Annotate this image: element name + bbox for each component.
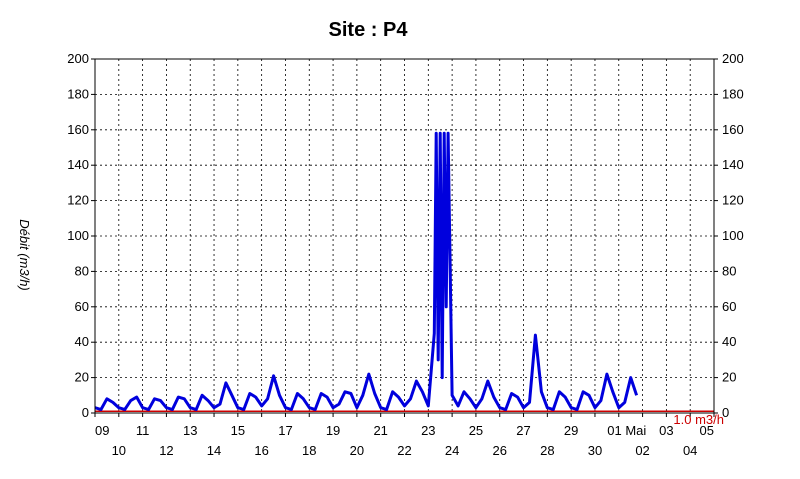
y-ticks-left: 0 20 40 60 80 100 120 140 160 180 200 xyxy=(67,51,95,420)
x-tick-label-lower: 24 xyxy=(445,443,459,458)
grid xyxy=(95,59,714,413)
y-axis-label: Débit (m3/h) xyxy=(17,219,32,291)
x-tick-label-upper: 27 xyxy=(516,423,530,438)
x-tick-label-upper: 05 xyxy=(700,423,714,438)
y-tick-label-left: 140 xyxy=(67,157,89,172)
series-line xyxy=(94,131,639,411)
y-tick-label-left: 180 xyxy=(67,86,89,101)
x-tick-label-lower: 10 xyxy=(112,443,126,458)
x-tick-label-upper: 15 xyxy=(231,423,245,438)
y-tick-label-right: 200 xyxy=(722,51,744,66)
x-tick-label-upper: 11 xyxy=(136,423,150,438)
y-tick-label-left: 60 xyxy=(75,299,89,314)
y-tick-label-right: 100 xyxy=(722,228,744,243)
x-tick-label-upper: 23 xyxy=(421,423,435,438)
x-tick-label-upper: 19 xyxy=(326,423,340,438)
series-layer xyxy=(94,131,639,411)
x-tick-label-upper: 01 Mai xyxy=(607,423,646,438)
x-tick-label-lower: 20 xyxy=(350,443,364,458)
x-tick-label-lower: 18 xyxy=(302,443,316,458)
y-tick-label-left: 20 xyxy=(75,370,89,385)
x-tick-label-lower: 28 xyxy=(540,443,554,458)
x-tick-label-upper: 03 xyxy=(659,423,673,438)
y-tick-label-right: 160 xyxy=(722,122,744,137)
y-tick-label-left: 0 xyxy=(82,405,89,420)
x-tick-label-lower: 04 xyxy=(683,443,697,458)
y-tick-label-right: 0 xyxy=(722,405,729,420)
x-tick-label-lower: 22 xyxy=(397,443,411,458)
threshold-label: 1.0 m3/h xyxy=(673,412,724,427)
x-tick-label-lower: 14 xyxy=(207,443,221,458)
chart-title: Site : P4 xyxy=(329,19,409,41)
x-tick-label-upper: 17 xyxy=(278,423,292,438)
y-tick-label-left: 40 xyxy=(75,334,89,349)
y-tick-label-right: 120 xyxy=(722,193,744,208)
x-ticks: 09 11 13 15 17 19 21 23 25 27 29 01 Mai 03 05 10 12 14 16… xyxy=(94,413,715,458)
x-tick-label-lower: 16 xyxy=(254,443,268,458)
y-tick-label-right: 60 xyxy=(722,299,736,314)
x-tick-label-upper: 25 xyxy=(469,423,483,438)
y-tick-label-right: 140 xyxy=(722,157,744,172)
y-tick-label-right: 20 xyxy=(722,370,736,385)
y-tick-label-right: 180 xyxy=(722,86,744,101)
x-tick-label-lower: 12 xyxy=(159,443,173,458)
x-tick-label-upper: 09 xyxy=(95,423,109,438)
x-tick-label-upper: 21 xyxy=(373,423,387,438)
y-tick-label-left: 160 xyxy=(67,122,89,137)
y-tick-label-left: 80 xyxy=(75,263,89,278)
y-tick-label-left: 200 xyxy=(67,51,89,66)
y-tick-label-left: 100 xyxy=(67,228,89,243)
y-tick-label-left: 120 xyxy=(67,193,89,208)
x-tick-label-upper: 29 xyxy=(564,423,578,438)
x-tick-label-upper: 13 xyxy=(183,423,197,438)
x-tick-label-lower: 30 xyxy=(588,443,602,458)
x-tick-label-lower: 02 xyxy=(635,443,649,458)
y-tick-label-right: 80 xyxy=(722,263,736,278)
x-tick-label-lower: 26 xyxy=(492,443,506,458)
y-tick-label-right: 40 xyxy=(722,334,736,349)
y-ticks-right: 0 20 40 60 80 100 120 140 160 180 200 xyxy=(714,51,744,420)
